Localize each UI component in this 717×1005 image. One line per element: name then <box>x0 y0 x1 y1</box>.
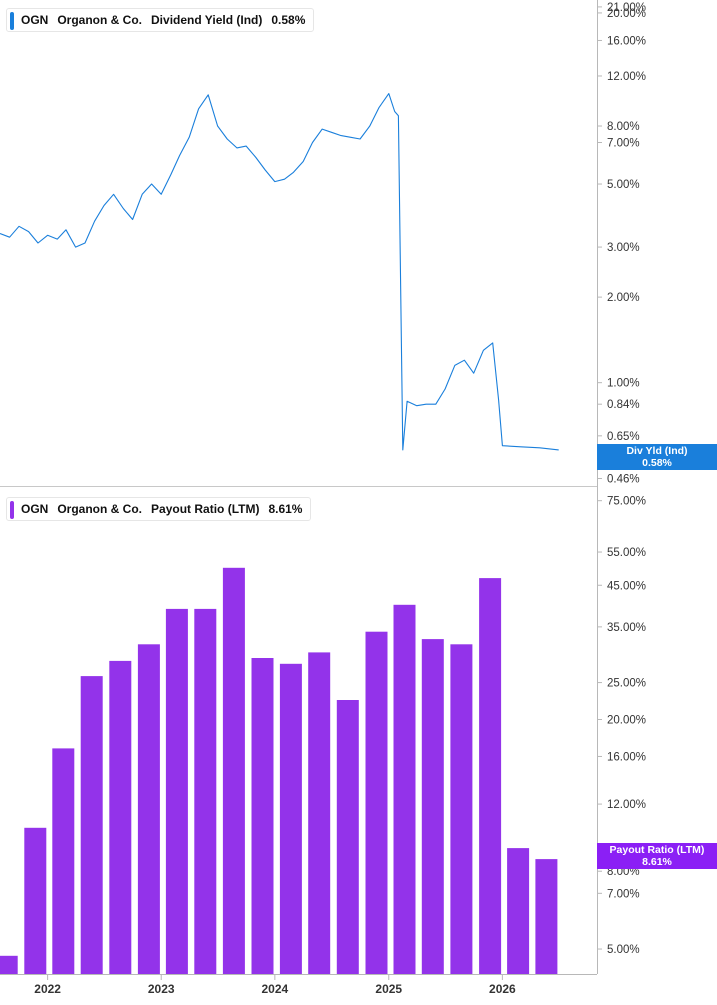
payout-bar <box>308 652 331 974</box>
tag-label: Payout Ratio (LTM) <box>609 844 705 856</box>
payout-bar <box>194 608 217 974</box>
tag-label: Div Yld (Ind) <box>626 445 688 457</box>
legend-value: 0.58% <box>271 13 306 27</box>
legend-ticker: OGN <box>21 502 49 516</box>
tag-value: 0.58% <box>642 457 672 469</box>
y-tick-label: 1.00% <box>607 378 640 390</box>
legend-company: Organon & Co. <box>57 13 143 27</box>
payout-bar <box>0 955 18 974</box>
payout-bar <box>450 644 473 974</box>
payout-bar <box>109 660 132 974</box>
payout-bar <box>165 608 188 974</box>
payout-bar <box>251 658 274 974</box>
y-tick-label: 0.46% <box>607 474 640 486</box>
dividend-yield-swatch <box>10 12 14 30</box>
payout-bar <box>535 859 558 974</box>
legend-metric: Dividend Yield (Ind) <box>151 13 263 27</box>
y-tick-label: 7.00% <box>607 137 640 149</box>
payout-bar <box>507 848 530 974</box>
x-tick-label: 2023 <box>148 982 175 996</box>
y-tick-label: 12.00% <box>607 71 646 83</box>
payout-bar <box>393 604 416 974</box>
dividend-yield-line <box>0 93 559 451</box>
payout-bar <box>222 567 245 974</box>
legend-metric: Payout Ratio (LTM) <box>151 502 260 516</box>
y-tick-label: 16.00% <box>607 35 646 47</box>
y-tick-label: 5.00% <box>607 944 640 956</box>
payout-bar <box>421 639 444 974</box>
y-tick-label: 0.84% <box>607 399 640 411</box>
payout-bar <box>80 676 103 974</box>
y-tick-label: 45.00% <box>607 580 646 592</box>
y-tick-label: 20.00% <box>607 715 646 727</box>
y-tick-label: 2.00% <box>607 292 640 304</box>
dividend-yield-panel: 21.00%20.00% 16.00% 12.00% 8.00% 7.00% 5.00% 3… <box>0 0 646 486</box>
payout-ratio-swatch <box>10 501 14 519</box>
payout-bar <box>336 700 359 974</box>
x-tick-label: 2024 <box>261 982 288 996</box>
y-tick-label: 25.00% <box>607 678 646 690</box>
y-tick-label: 0.65% <box>607 431 640 443</box>
y-tick-label: 16.00% <box>607 751 646 763</box>
y-tick-label: 8.00% <box>607 866 640 878</box>
payout-ratio-axis: 75.00% 55.00% 45.00% 35.00% 25.00% 20.00% 16.0… <box>597 484 646 974</box>
payout-bar <box>137 644 160 974</box>
y-tick-label: 21.00% <box>607 2 646 14</box>
y-tick-label: 55.00% <box>607 547 646 559</box>
y-tick-label: 7.00% <box>607 888 640 900</box>
tag-value: 8.61% <box>642 856 672 868</box>
payout-bar <box>52 748 75 974</box>
x-tick-label: 2022 <box>34 982 61 996</box>
dividend-yield-axis: 21.00%20.00% 16.00% 12.00% 8.00% 7.00% 5.00% 3… <box>597 0 646 486</box>
legend-company: Organon & Co. <box>57 502 143 516</box>
payout-ratio-legend[interactable]: OGN Organon & Co. Payout Ratio (LTM) 8.6… <box>6 497 312 521</box>
dividend-yield-legend[interactable]: OGN Organon & Co. Dividend Yield (Ind) 0… <box>6 8 315 32</box>
time-axis: 2022 2023 2024 2025 2026 <box>0 974 597 996</box>
y-tick-label: 75.00% <box>607 496 646 508</box>
y-tick-label: 3.00% <box>607 242 640 254</box>
y-tick-label: 12.00% <box>607 799 646 811</box>
y-tick-label: 8.00% <box>607 121 640 133</box>
y-tick-label: 5.00% <box>607 179 640 191</box>
payout-bar <box>24 827 47 974</box>
legend-ticker: OGN <box>21 13 49 27</box>
payout-bar <box>279 663 302 974</box>
y-tick-label: 20.00% <box>607 8 646 20</box>
payout-ratio-panel: 75.00% 55.00% 45.00% 35.00% 25.00% 20.00% 16.0… <box>0 484 646 974</box>
x-tick-label: 2025 <box>375 982 402 996</box>
payout-bar <box>365 631 388 974</box>
y-tick-label: 35.00% <box>607 622 646 634</box>
legend-value: 8.61% <box>268 502 303 516</box>
payout-bar <box>479 578 502 974</box>
dividend-yield-value-tag: Div Yld (Ind) 0.58% <box>597 444 717 470</box>
x-tick-label: 2026 <box>489 982 516 996</box>
payout-ratio-value-tag: Payout Ratio (LTM) 8.61% <box>597 843 717 869</box>
payout-ratio-bars <box>0 567 558 974</box>
